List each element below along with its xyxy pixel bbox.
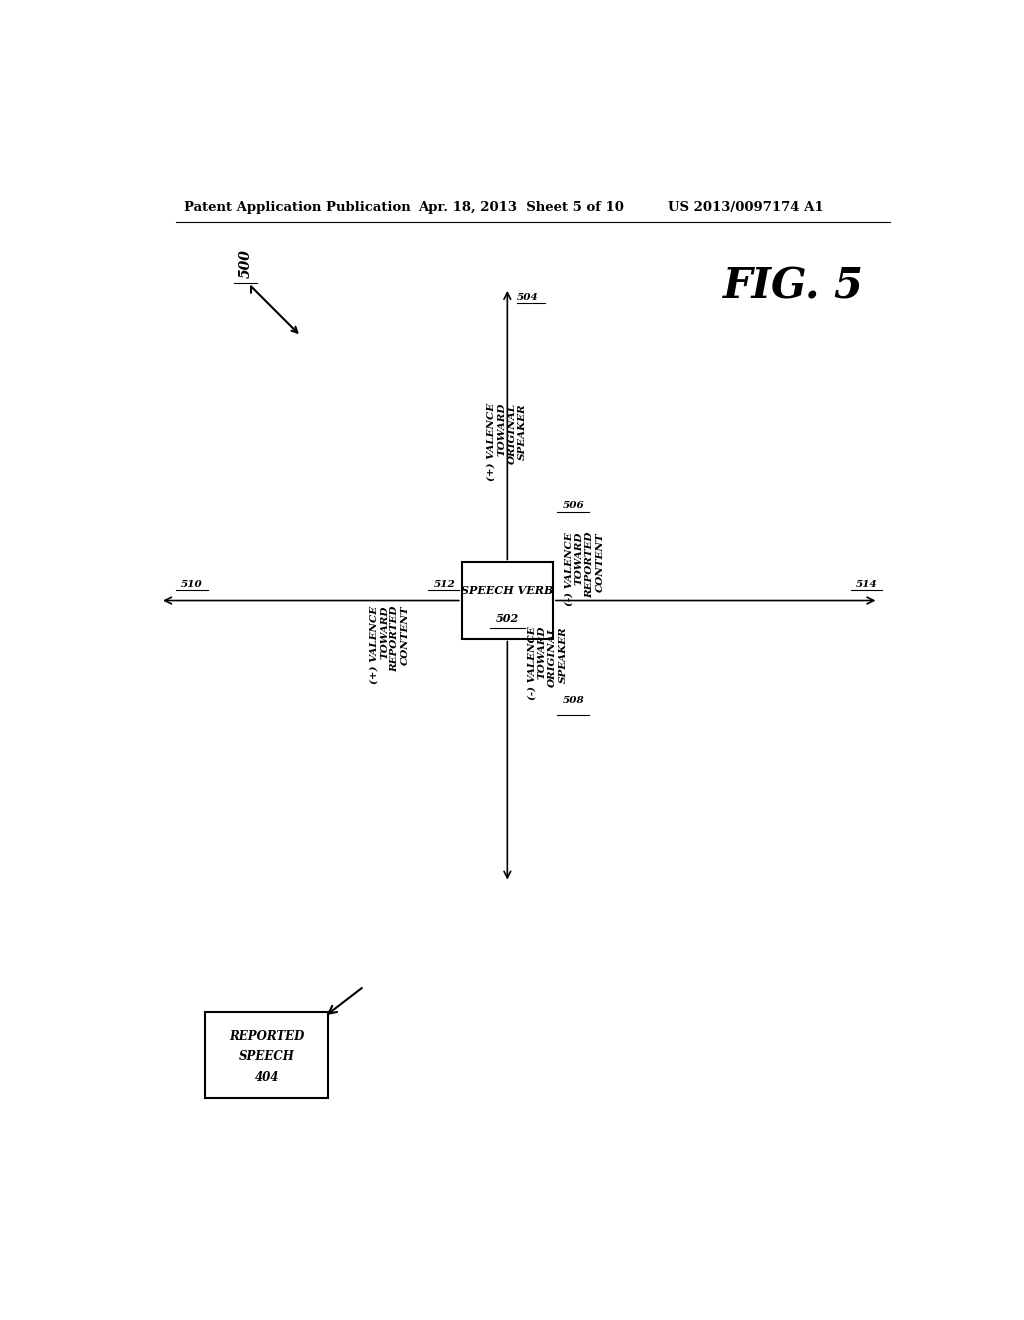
- Text: 504: 504: [517, 293, 539, 302]
- Text: (+) VALENCE
TOWARD
REPORTED
CONTENT: (+) VALENCE TOWARD REPORTED CONTENT: [370, 606, 411, 684]
- Text: (-) VALENCE
TOWARD
ORIGINAL
SPEAKER: (-) VALENCE TOWARD ORIGINAL SPEAKER: [527, 626, 567, 700]
- Text: SPEECH VERB: SPEECH VERB: [461, 585, 554, 595]
- Text: 510: 510: [181, 581, 203, 589]
- Text: REPORTED: REPORTED: [229, 1030, 304, 1043]
- Text: 506: 506: [562, 502, 584, 511]
- Text: 514: 514: [856, 581, 878, 589]
- Text: Patent Application Publication: Patent Application Publication: [183, 201, 411, 214]
- Text: (-) VALENCE
TOWARD
REPORTED
CONTENT: (-) VALENCE TOWARD REPORTED CONTENT: [564, 532, 604, 606]
- Text: SPEECH: SPEECH: [239, 1051, 295, 1064]
- Text: 404: 404: [255, 1071, 280, 1084]
- Text: 512: 512: [433, 581, 456, 589]
- Bar: [462, 562, 553, 639]
- Text: 508: 508: [562, 696, 584, 705]
- Text: Apr. 18, 2013  Sheet 5 of 10: Apr. 18, 2013 Sheet 5 of 10: [418, 201, 624, 214]
- Text: FIG. 5: FIG. 5: [723, 265, 864, 308]
- Text: US 2013/0097174 A1: US 2013/0097174 A1: [668, 201, 823, 214]
- Text: 500: 500: [239, 249, 253, 279]
- Text: 502: 502: [496, 614, 519, 624]
- Bar: [206, 1011, 329, 1098]
- Text: (+) VALENCE
TOWARD
ORIGINAL
SPEAKER: (+) VALENCE TOWARD ORIGINAL SPEAKER: [487, 403, 527, 480]
